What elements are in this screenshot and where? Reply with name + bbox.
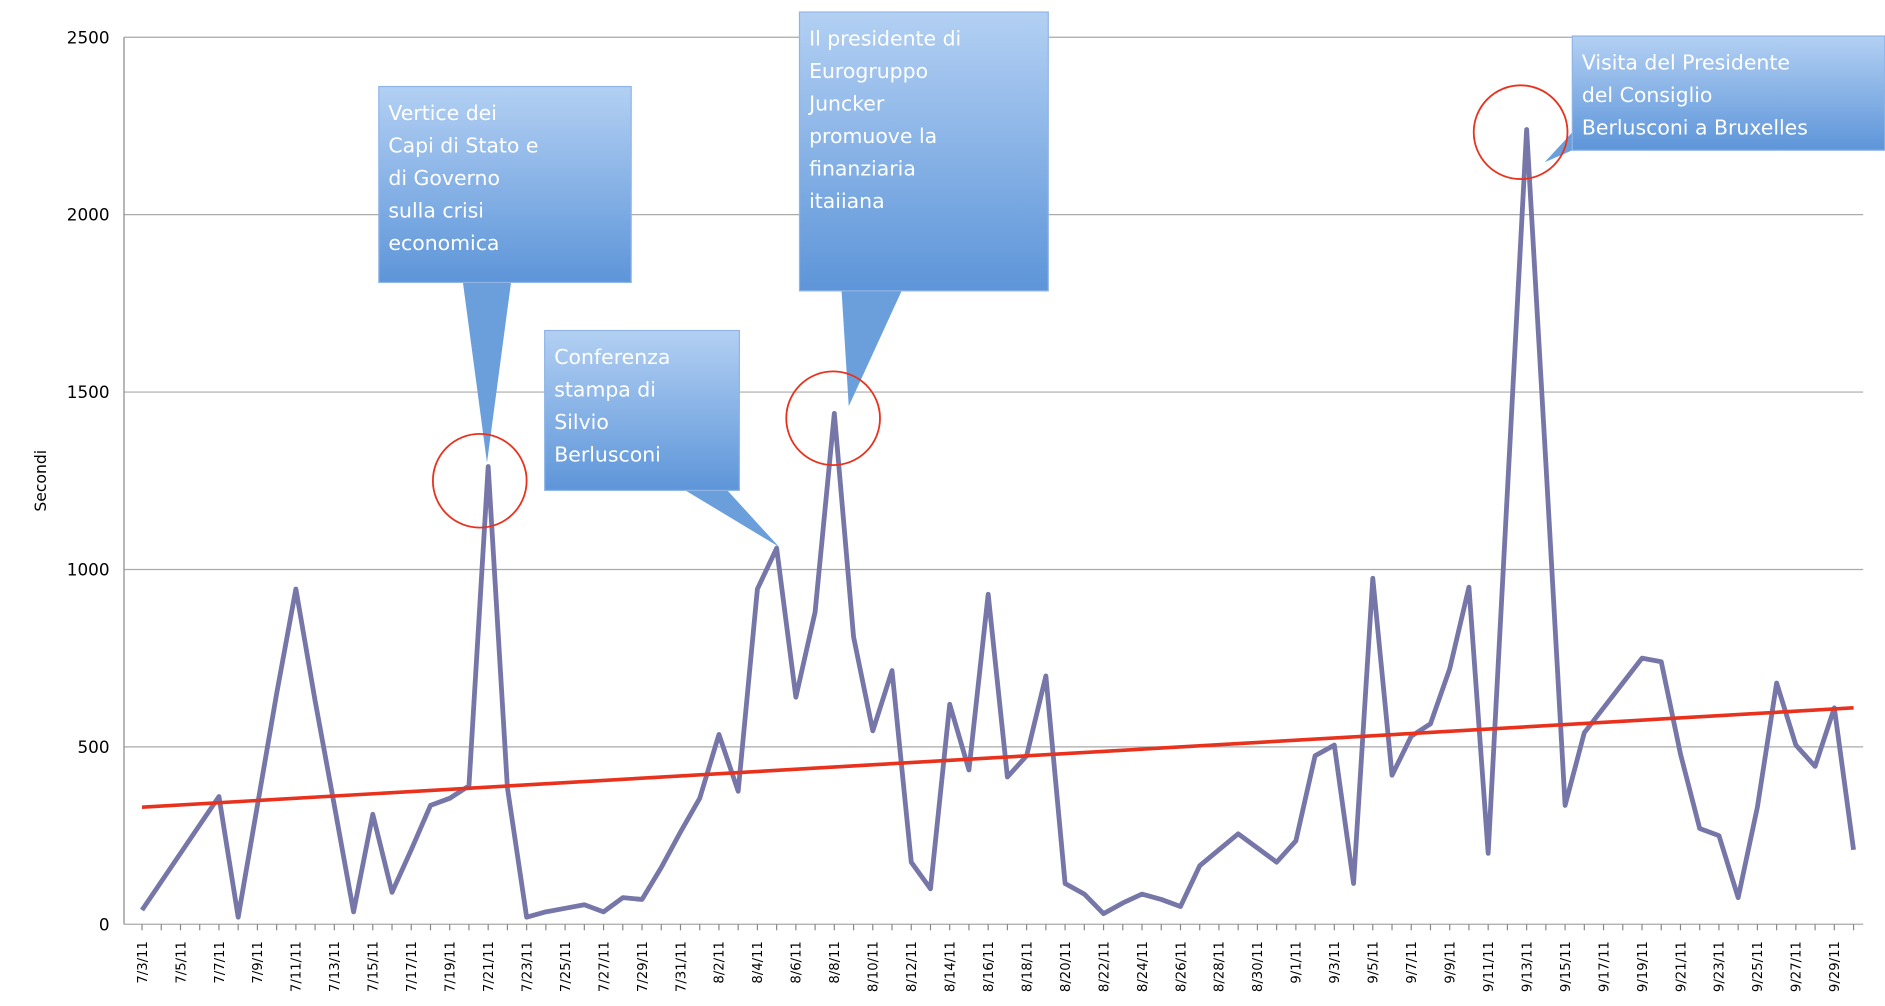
x-tick-label: 9/23/11 — [1713, 941, 1728, 992]
x-tick-label: 8/8/11 — [828, 941, 843, 984]
x-tick-label: 7/23/11 — [520, 941, 535, 992]
x-tick-label: 7/25/11 — [559, 941, 574, 992]
x-tick-label: 8/12/11 — [905, 941, 920, 992]
highlight-circle — [1472, 84, 1569, 180]
trend-line — [141, 706, 1854, 809]
callout-box — [544, 329, 740, 491]
y-tick-label: 2000 — [67, 205, 110, 225]
x-tick-label: 7/13/11 — [328, 941, 343, 992]
callout-pointer — [841, 290, 902, 407]
callout-text: Vertice dei — [388, 101, 497, 125]
x-tick-label: 8/28/11 — [1213, 941, 1228, 992]
callout-text: di Governo — [388, 166, 500, 190]
x-tick-label: 8/16/11 — [982, 941, 997, 992]
x-tick-label: 8/2/11 — [713, 941, 728, 984]
callout-text: del Consiglio — [1582, 83, 1713, 107]
x-tick-label: 7/19/11 — [444, 941, 459, 992]
callout: Conferenza stampa di Silvio Berlusconi — [544, 329, 780, 547]
callout-text: finanziaria — [809, 156, 916, 180]
callout-text: Conferenza — [554, 345, 670, 369]
callout-pointer — [462, 282, 512, 463]
highlight-circle — [431, 432, 528, 529]
x-tick-label: 8/18/11 — [1020, 941, 1035, 992]
data-line — [140, 127, 1856, 920]
y-tick-label: 500 — [77, 737, 109, 757]
x-tick-label: 8/24/11 — [1136, 941, 1151, 992]
callout-text: promuove la — [809, 124, 937, 148]
callout-text: sulla crisi — [388, 199, 484, 223]
x-tick-label: 9/21/11 — [1674, 941, 1689, 992]
x-tick-label: 7/5/11 — [174, 941, 189, 984]
x-tick-label: 8/4/11 — [751, 941, 766, 984]
callout-text: Berlusconi a Bruxelles — [1582, 116, 1808, 140]
x-tick-label: 9/11/11 — [1482, 941, 1497, 992]
x-tick-label: 9/17/11 — [1597, 941, 1612, 992]
x-tick-label: 9/1/11 — [1290, 941, 1305, 984]
x-tick-label: 9/29/11 — [1828, 941, 1843, 992]
x-tick-label: 8/26/11 — [1174, 941, 1189, 992]
callout: Visita del Presidente del Consiglio Berlus… — [1544, 35, 1885, 163]
callout-box — [798, 11, 1049, 292]
y-tick-label: 1000 — [67, 559, 110, 579]
x-tick-label: 8/10/11 — [867, 941, 882, 992]
x-tick-label: 8/30/11 — [1251, 941, 1266, 992]
x-tick-label: 7/17/11 — [405, 941, 420, 992]
x-tick-label: 9/7/11 — [1405, 941, 1420, 984]
x-tick-label: 7/31/11 — [674, 941, 689, 992]
x-tick-label: 9/15/11 — [1559, 941, 1574, 992]
y-tick-label: 2500 — [67, 27, 110, 47]
callout-text: Eurogruppo — [809, 59, 928, 83]
callout-text: Berlusconi — [554, 443, 661, 467]
callout-text: itaiiana — [809, 189, 885, 213]
x-tick-label: 7/11/11 — [290, 941, 305, 992]
x-tick-label: 9/5/11 — [1367, 941, 1382, 984]
x-tick-label: 7/21/11 — [482, 941, 497, 992]
callout-box — [378, 85, 632, 284]
x-tick-label: 7/7/11 — [213, 941, 228, 984]
callout-text: Visita del Presidente — [1582, 51, 1790, 75]
x-tick-label: 9/27/11 — [1790, 941, 1805, 992]
y-tick-label: 1500 — [67, 382, 110, 402]
x-tick-label: 7/15/11 — [367, 941, 382, 992]
callout-box — [1571, 35, 1885, 151]
callout: Il presidente di Eurogruppo Juncker promuov… — [798, 11, 1049, 407]
callout-pointer — [1544, 132, 1573, 163]
callout: Vertice dei Capi di Stato e di Governo sull… — [378, 85, 632, 463]
x-tick-label: 7/27/11 — [597, 941, 612, 992]
y-axis-label: Secondi — [32, 450, 50, 512]
callout-text: Juncker — [807, 92, 885, 116]
x-tick-label: 8/14/11 — [944, 941, 959, 992]
y-tick-label: 0 — [99, 914, 110, 934]
callout-text: Capi di Stato e — [388, 134, 538, 158]
x-tick-label: 8/20/11 — [1059, 941, 1074, 992]
callout-text: Silvio — [554, 410, 609, 434]
x-tick-label: 8/22/11 — [1097, 941, 1112, 992]
x-tick-label: 9/19/11 — [1636, 941, 1651, 992]
x-tick-label: 9/13/11 — [1520, 941, 1535, 992]
x-tick-label: 7/9/11 — [251, 941, 266, 984]
x-tick-label: 7/29/11 — [636, 941, 651, 992]
x-tick-label: 7/3/11 — [136, 941, 151, 984]
highlight-circle — [785, 370, 881, 467]
callout-text: Il presidente di — [809, 27, 961, 51]
x-tick-label: 8/6/11 — [790, 941, 805, 984]
callout-text: economica — [388, 231, 499, 255]
callout-pointer — [685, 490, 780, 547]
x-tick-label: 9/9/11 — [1444, 941, 1459, 984]
x-tick-label: 9/25/11 — [1751, 941, 1766, 992]
x-tick-label: 9/3/11 — [1328, 941, 1343, 984]
callout-text: stampa di — [554, 378, 656, 402]
